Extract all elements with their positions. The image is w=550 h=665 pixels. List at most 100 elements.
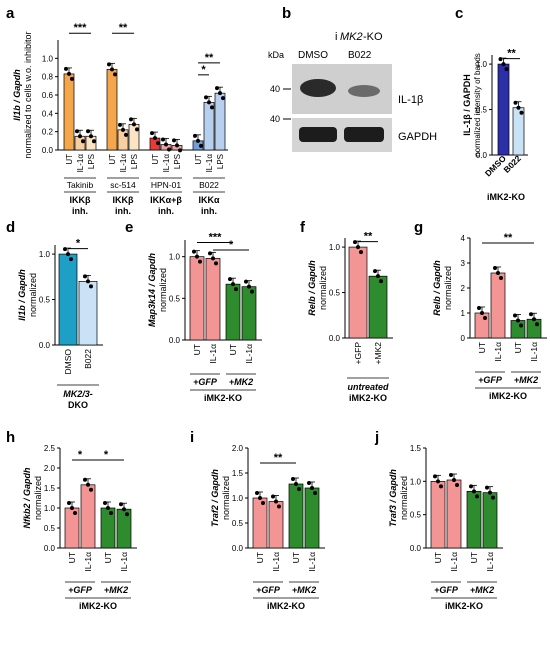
data-point <box>436 479 440 484</box>
y-tick-label: 0.0 <box>476 151 488 160</box>
subgroup-label: +MK2 <box>292 585 316 595</box>
data-point <box>83 477 87 482</box>
data-point <box>356 245 360 250</box>
y-axis-label-group: Traf3 / Gapdh normalized <box>388 469 409 527</box>
bar-a-1-1 <box>117 129 129 151</box>
bar-i-1 <box>268 501 284 549</box>
data-point <box>172 138 176 143</box>
panel-letter-a: a <box>6 5 15 22</box>
data-point <box>110 67 114 72</box>
bar-a-0-0 <box>63 73 75 151</box>
bar-d-1 <box>78 281 98 346</box>
x-tick-label: UT <box>65 154 74 165</box>
subgroup-label: +MK2 <box>514 375 538 385</box>
data-point <box>271 494 275 499</box>
x-tick-label: UT <box>469 552 479 563</box>
group-target: IKKα <box>198 195 219 205</box>
bar-f-0 <box>348 246 368 339</box>
data-point <box>221 96 225 101</box>
data-point <box>132 122 136 127</box>
group-label: iMK2-KO <box>267 601 305 611</box>
data-point <box>156 141 160 146</box>
data-point <box>516 105 521 110</box>
subgroup-label: +GFP <box>68 585 93 595</box>
group-label: MK2/3- <box>63 389 93 399</box>
subgroup-label: +GFP <box>434 585 459 595</box>
data-point <box>198 259 202 264</box>
panel-letter-g: g <box>414 219 423 236</box>
x-tick-label: IL-1α <box>119 552 129 572</box>
blot-lane-dmso: DMSO <box>298 50 328 61</box>
data-point <box>491 495 495 500</box>
x-tick-label: UT <box>108 154 117 165</box>
panel-letter-i: i <box>190 429 194 446</box>
data-point <box>255 491 259 495</box>
blot-marker-2: 40 <box>270 114 280 124</box>
data-point <box>247 284 251 289</box>
data-point <box>121 127 125 132</box>
y-axis-sublabel: normalized <box>399 476 409 520</box>
blot-panel: i MK2 -KO kDa DMSO B022 40 40 IL-1β GAPD… <box>268 31 437 152</box>
data-point <box>469 484 473 489</box>
x-tick-label: LPS <box>173 154 182 169</box>
sig-a-3: ** <box>205 52 214 64</box>
group-target-inh: inh. <box>72 206 88 216</box>
y-axis-label-group: Relb / Gapdh normalized <box>432 260 453 316</box>
sig-a-1: ** <box>119 22 128 34</box>
y-axis-sublabel: normalized <box>443 266 453 310</box>
bar-h-2 <box>100 507 116 549</box>
bar-a-3-1 <box>203 101 215 151</box>
x-tick-label: UT <box>291 552 301 563</box>
y-axis-sublabel: normalized intensity of bands <box>473 53 482 157</box>
data-point <box>379 279 383 284</box>
panel-letter-j: j <box>374 429 379 446</box>
data-point <box>86 129 90 134</box>
y-tick-label: 0.2 <box>42 128 54 137</box>
data-point <box>78 134 82 139</box>
x-tick-label: IL-1α <box>529 342 539 362</box>
group-target-inh: inh. <box>115 206 131 216</box>
y-axis-sublabel: normalized <box>318 266 328 310</box>
x-tick-label: LPS <box>87 154 96 169</box>
data-point <box>258 496 262 500</box>
data-point <box>89 284 93 289</box>
subgroup-label: +MK2 <box>470 585 494 595</box>
data-point <box>488 490 492 495</box>
group-label: Takinib <box>67 180 94 190</box>
data-point <box>193 133 197 138</box>
x-tick-label: LPS <box>130 154 139 169</box>
y-tick-label: 1 <box>461 309 466 318</box>
x-tick-label: UT <box>151 154 160 165</box>
bar-h-1 <box>80 484 96 549</box>
data-point <box>118 122 122 127</box>
subgroup-label: +GFP <box>478 375 503 385</box>
data-point <box>499 276 503 280</box>
data-point <box>449 473 453 477</box>
data-point <box>504 67 509 72</box>
sig-h-1: * <box>104 449 109 461</box>
data-point <box>277 504 281 509</box>
y-tick-label: 0.5 <box>329 289 341 298</box>
x-tick-label: IL-1α <box>208 344 218 364</box>
group-target: IKKβ <box>70 195 91 205</box>
subgroup-label: +MK2 <box>229 377 253 387</box>
blot-title-suffix: -KO <box>363 31 383 43</box>
y-axis-label: IL-1β / GAPDH <box>462 74 472 136</box>
y-axis-label: Il1b / Gapdh <box>17 269 27 321</box>
x-tick-label: UT <box>194 154 203 165</box>
y-tick-label: 0 <box>461 334 466 343</box>
bar-g-1 <box>490 272 506 339</box>
panel-letter-f: f <box>300 219 306 236</box>
bar-j-2 <box>466 490 482 549</box>
data-point <box>274 499 278 504</box>
sig-f-0: ** <box>364 231 373 243</box>
x-tick-label: +GFP <box>353 342 363 365</box>
y-axis-label-group: Traf2 / Gapdh normalized <box>210 469 231 527</box>
data-point <box>498 57 503 62</box>
data-point <box>195 254 199 259</box>
data-point <box>199 143 203 148</box>
y-axis-label: Relb / Gapdh <box>432 260 442 316</box>
bar-j-1 <box>446 479 462 549</box>
blot-kda-label: kDa <box>268 50 284 60</box>
group-label: iMK2-KO <box>204 393 242 403</box>
